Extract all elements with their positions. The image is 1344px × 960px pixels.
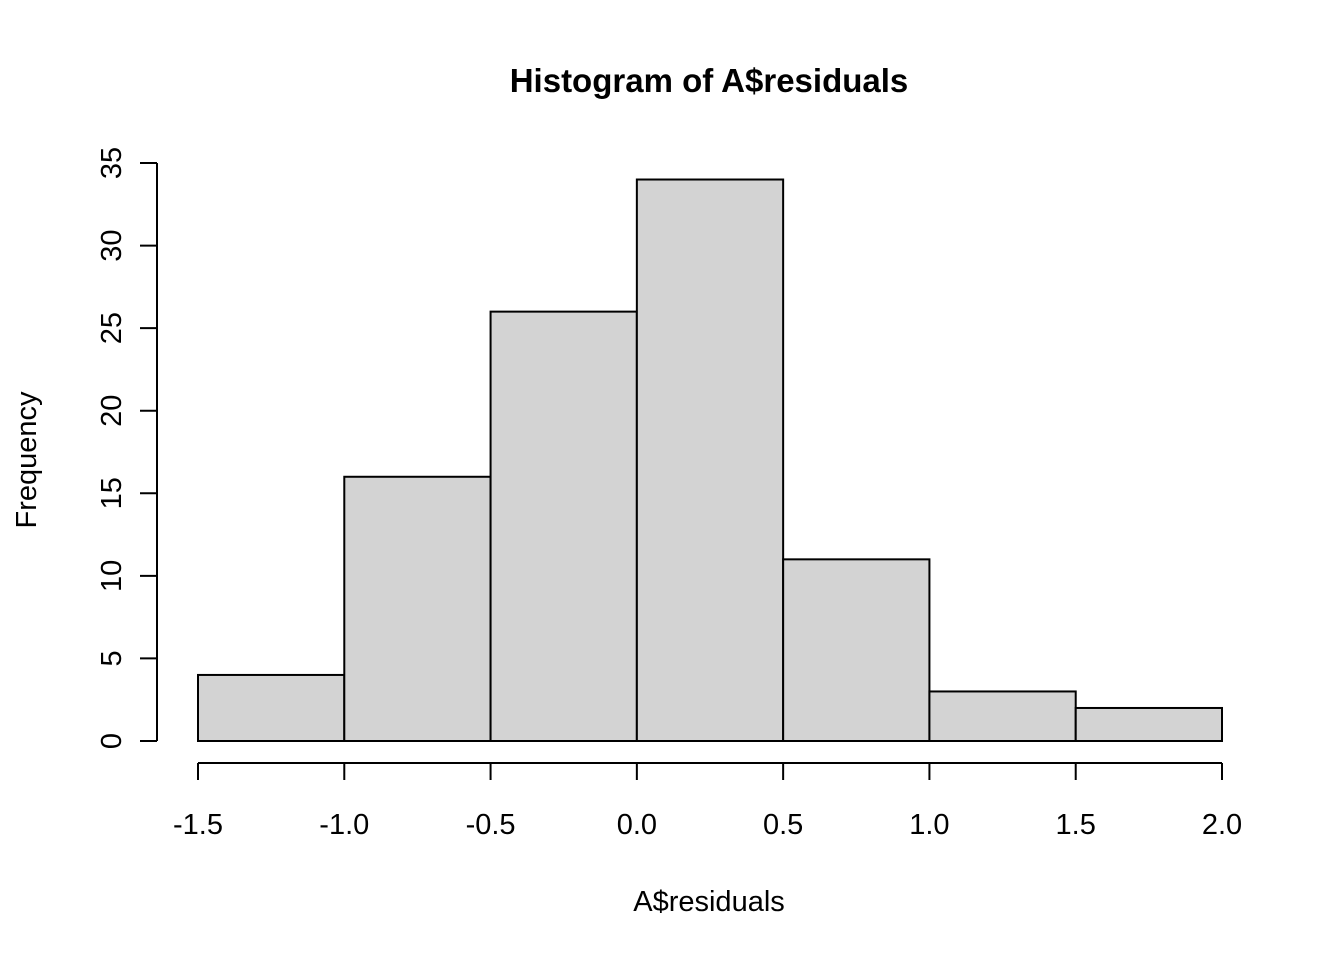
histogram-bar [928, 690, 1077, 743]
bars-layer [197, 178, 1223, 743]
y-tick-label: 10 [96, 560, 128, 592]
y-tick-label: 30 [96, 229, 128, 261]
x-tick-label: 0.0 [617, 809, 657, 841]
histogram-bar [1074, 706, 1223, 743]
y-tick-label: 20 [96, 395, 128, 427]
histogram-bar [635, 178, 785, 742]
x-tick-label: 1.0 [909, 809, 949, 841]
y-tick-label: 15 [96, 477, 128, 509]
y-tick-label: 0 [96, 733, 128, 749]
x-tick-label: -1.5 [173, 809, 223, 841]
y-axis-label: Frequency [11, 391, 43, 529]
x-tick-label: 2.0 [1202, 809, 1242, 841]
y-tick-label: 25 [96, 312, 128, 344]
histogram-bar [343, 475, 492, 742]
y-tick-label: 5 [96, 650, 128, 666]
chart-title: Histogram of A$residuals [510, 62, 909, 99]
histogram-bar [197, 673, 346, 743]
x-tick-label: 0.5 [763, 809, 803, 841]
histogram-bar [489, 310, 638, 742]
x-tick-label: 1.5 [1056, 809, 1096, 841]
x-axis-label: A$residuals [633, 886, 785, 918]
x-axis: -1.5 -1.0 -0.5 0.0 0.5 1.0 1.5 2.0 [173, 762, 1242, 841]
histogram-bar [782, 558, 931, 742]
y-tick-label: 35 [96, 147, 128, 179]
y-axis: 0 5 10 15 20 25 30 35 [96, 147, 158, 749]
x-tick-label: -1.0 [319, 809, 369, 841]
x-tick-label: -0.5 [466, 809, 516, 841]
